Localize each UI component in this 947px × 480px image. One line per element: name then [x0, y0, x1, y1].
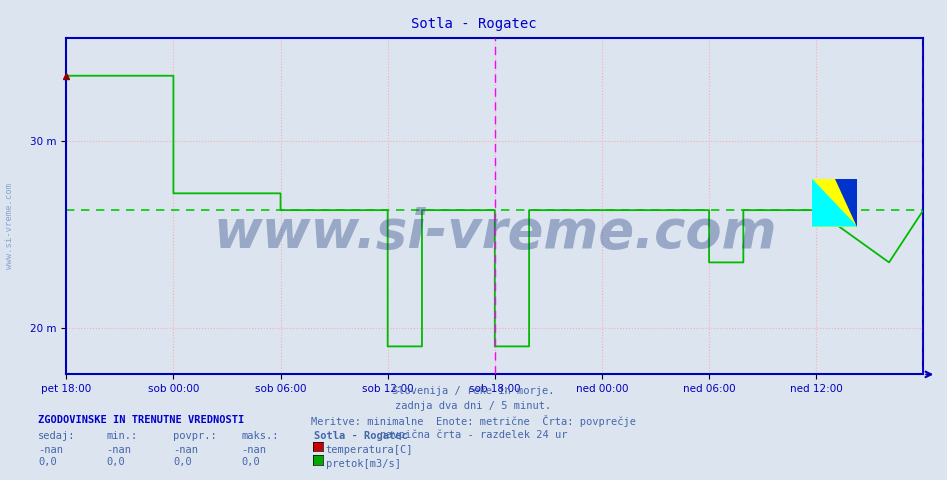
Text: pretok[m3/s]: pretok[m3/s]: [326, 459, 401, 469]
Polygon shape: [834, 179, 857, 227]
Text: ZGODOVINSKE IN TRENUTNE VREDNOSTI: ZGODOVINSKE IN TRENUTNE VREDNOSTI: [38, 415, 244, 425]
Text: navpična črta - razdelek 24 ur: navpična črta - razdelek 24 ur: [380, 430, 567, 440]
Text: Slovenija / reke in morje.: Slovenija / reke in morje.: [392, 386, 555, 396]
Text: Sotla - Rogatec: Sotla - Rogatec: [314, 431, 408, 441]
Text: 0,0: 0,0: [173, 457, 192, 468]
Text: 0,0: 0,0: [106, 457, 125, 468]
Polygon shape: [812, 179, 857, 227]
Text: 0,0: 0,0: [241, 457, 260, 468]
Text: 0,0: 0,0: [38, 457, 57, 468]
Text: min.:: min.:: [106, 431, 137, 441]
Text: www.si-vreme.com: www.si-vreme.com: [213, 207, 777, 259]
Text: sedaj:: sedaj:: [38, 431, 76, 441]
Text: temperatura[C]: temperatura[C]: [326, 445, 413, 456]
Text: -nan: -nan: [106, 445, 131, 456]
Text: www.si-vreme.com: www.si-vreme.com: [5, 182, 14, 269]
Text: povpr.:: povpr.:: [173, 431, 217, 441]
Text: -nan: -nan: [38, 445, 63, 456]
Text: Meritve: minimalne  Enote: metrične  Črta: povprečje: Meritve: minimalne Enote: metrične Črta:…: [311, 415, 636, 427]
Text: Sotla - Rogatec: Sotla - Rogatec: [411, 17, 536, 31]
Text: -nan: -nan: [241, 445, 266, 456]
Text: -nan: -nan: [173, 445, 198, 456]
Text: zadnja dva dni / 5 minut.: zadnja dva dni / 5 minut.: [396, 401, 551, 411]
Text: maks.:: maks.:: [241, 431, 279, 441]
